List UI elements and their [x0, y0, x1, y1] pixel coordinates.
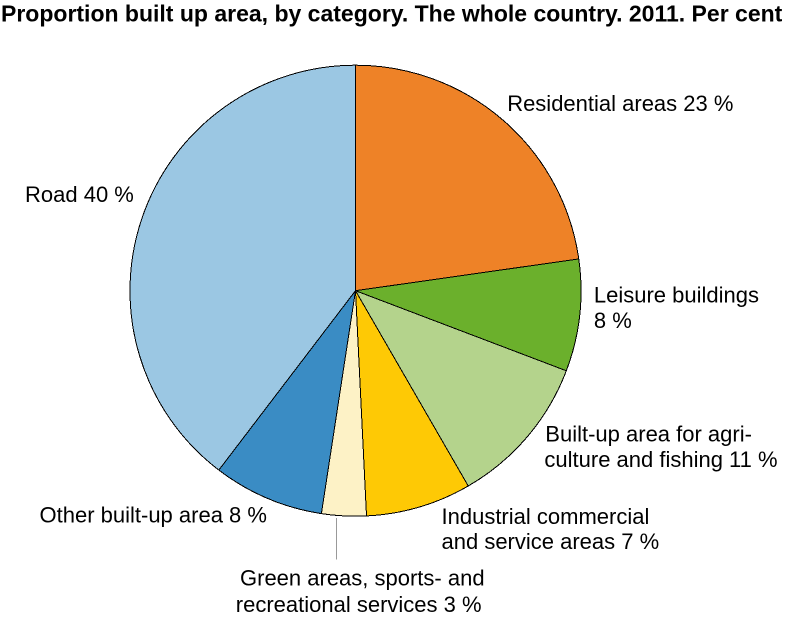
- svg-text:Residential areas 23 %: Residential areas 23 %: [507, 91, 733, 116]
- svg-text:8 %: 8 %: [594, 308, 632, 333]
- svg-text:recreational services 3 %: recreational services 3 %: [236, 592, 482, 617]
- svg-text:Proportion built up area, by c: Proportion built up area, by category. T…: [1, 1, 783, 27]
- svg-text:culture and fishing 11 %: culture and fishing 11 %: [544, 447, 777, 472]
- svg-text:Green areas, sports- and: Green areas, sports- and: [240, 565, 485, 590]
- svg-text:Road 40 %: Road 40 %: [25, 182, 134, 207]
- svg-text:Other built-up area 8 %: Other built-up area 8 %: [40, 503, 267, 528]
- svg-text:and service areas 7 %: and service areas 7 %: [442, 529, 660, 554]
- svg-text:Built-up area for agri-: Built-up area for agri-: [545, 422, 752, 447]
- svg-text:Leisure buildings: Leisure buildings: [594, 283, 759, 308]
- svg-text:Industrial commercial: Industrial commercial: [442, 504, 650, 529]
